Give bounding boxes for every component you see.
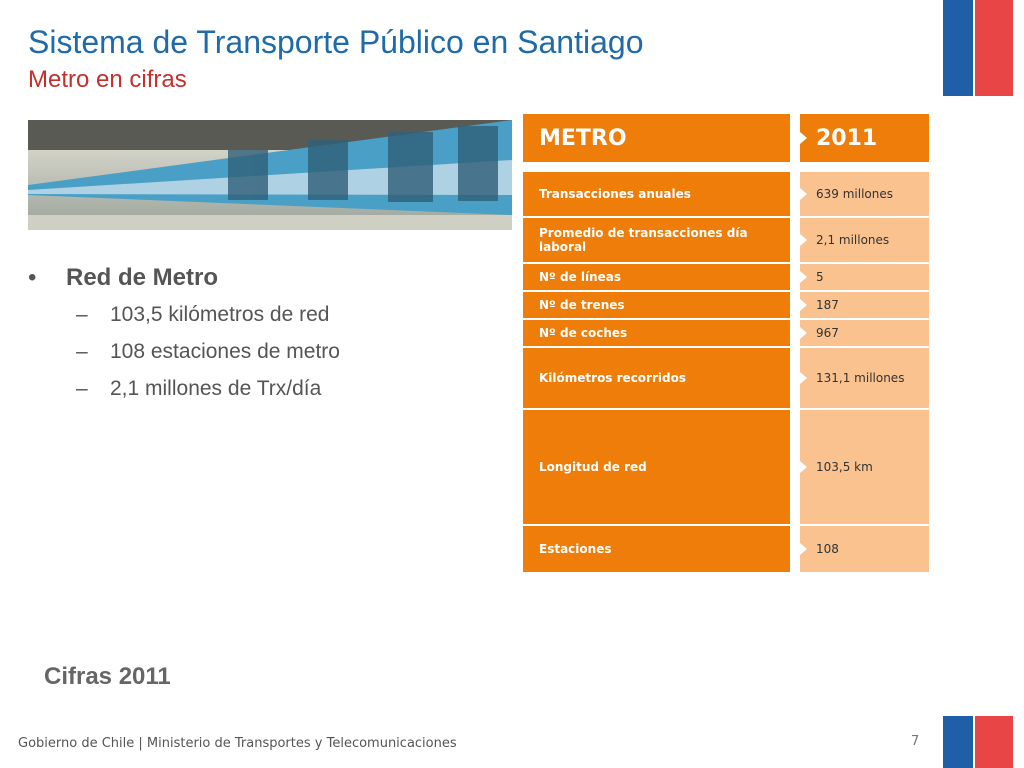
row-label: Nº de coches xyxy=(523,320,790,346)
flag-blue xyxy=(943,0,973,96)
row-label: Kilómetros recorridos xyxy=(523,348,790,408)
flag-blue xyxy=(943,716,973,768)
row-value: 5 xyxy=(800,264,929,290)
row-label: Nº de trenes xyxy=(523,292,790,318)
row-value: 108 xyxy=(800,526,929,572)
dash: – xyxy=(76,340,88,363)
table-header: METRO xyxy=(523,114,790,162)
bullet-item: 108 estaciones de metro xyxy=(110,340,340,363)
caption: Cifras 2011 xyxy=(44,663,171,690)
row-value: 103,5 km xyxy=(800,410,929,524)
row-label: Nº de líneas xyxy=(523,264,790,290)
train-photo xyxy=(28,120,512,230)
row-value: 187 xyxy=(800,292,929,318)
row-value: 131,1 millones xyxy=(800,348,929,408)
notch xyxy=(800,188,807,200)
notch xyxy=(800,372,807,384)
subtitle: Metro en cifras xyxy=(28,66,187,93)
notch xyxy=(800,299,807,311)
flag-red xyxy=(975,716,1013,768)
notch xyxy=(800,132,807,144)
row-label: Estaciones xyxy=(523,526,790,572)
notch xyxy=(800,461,807,473)
row-value: 2,1 millones xyxy=(800,218,929,262)
bullet-main: Red de Metro xyxy=(66,264,219,291)
flag-red xyxy=(975,0,1013,96)
bullet-item: 2,1 millones de Trx/día xyxy=(110,377,322,400)
dash: – xyxy=(76,377,88,400)
table-header: 2011 xyxy=(800,114,929,162)
dash: – xyxy=(76,303,88,326)
notch xyxy=(800,234,807,246)
bullet: • xyxy=(28,264,37,291)
page-number: 7 xyxy=(911,734,920,749)
notch xyxy=(800,271,807,283)
notch xyxy=(800,543,807,555)
row-label: Longitud de red xyxy=(523,410,790,524)
notch xyxy=(800,327,807,339)
row-label: Transacciones anuales xyxy=(523,172,790,216)
footer-text: Gobierno de Chile | Ministerio de Transp… xyxy=(18,736,457,751)
row-label: Promedio de transacciones día laboral xyxy=(523,218,790,262)
bullet-item: 103,5 kilómetros de red xyxy=(110,303,330,326)
row-value: 967 xyxy=(800,320,929,346)
row-value: 639 millones xyxy=(800,172,929,216)
title: Sistema de Transporte Público en Santiag… xyxy=(28,24,644,60)
